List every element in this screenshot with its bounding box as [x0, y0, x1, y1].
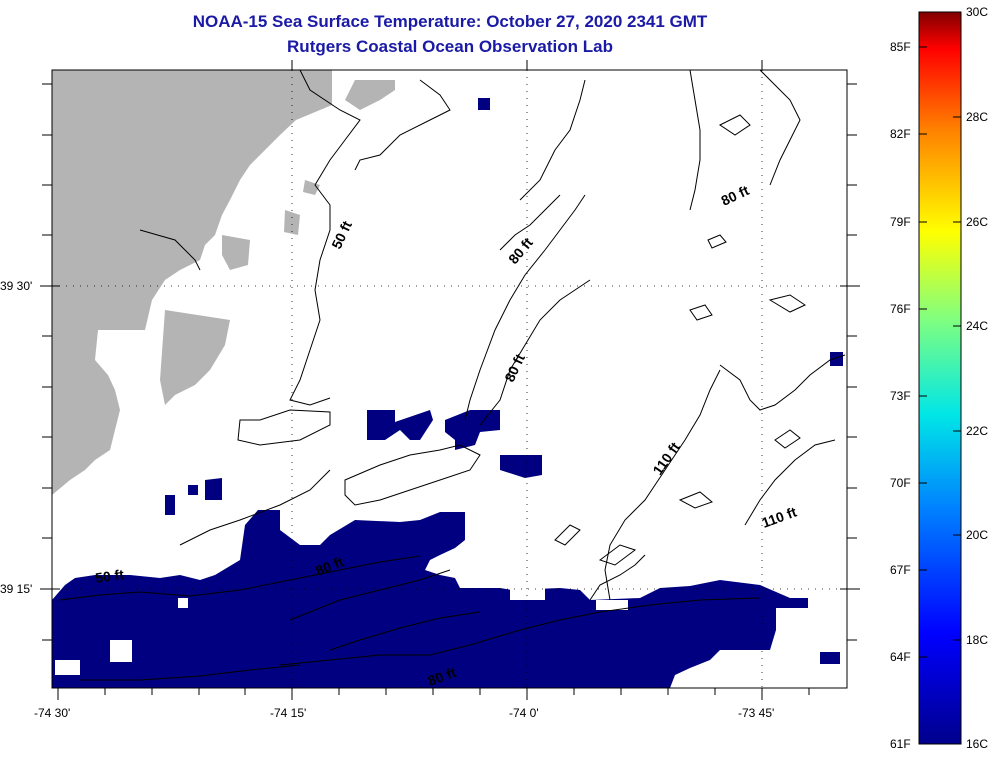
cb-c-16: 16C	[966, 737, 988, 751]
cb-c-26: 26C	[966, 215, 988, 229]
cb-f-79: 79F	[890, 215, 911, 229]
cold-water-region	[52, 510, 808, 688]
land-islands	[160, 80, 395, 405]
cb-c-18: 18C	[966, 633, 988, 647]
cb-c-30: 30C	[966, 5, 988, 19]
cb-c-20: 20C	[966, 528, 988, 542]
colorbar	[918, 11, 962, 745]
cb-f-70: 70F	[890, 476, 911, 490]
lon-label-74-30: -74 30'	[34, 706, 70, 720]
cb-f-73: 73F	[890, 389, 911, 403]
land-mass	[52, 70, 332, 495]
depth-contours	[59, 70, 846, 681]
graticule	[52, 70, 847, 688]
cb-f-76: 76F	[890, 302, 911, 316]
colorbar-c-labels: 30C 28C 26C 24C 22C 20C 18C 16C	[966, 5, 988, 751]
lat-label-39-30: 39 30'	[0, 279, 32, 293]
map-title: NOAA-15 Sea Surface Temperature: October…	[192, 12, 708, 31]
cb-f-82: 82F	[890, 127, 911, 141]
lon-label-73-45: -73 45'	[738, 706, 774, 720]
axis-ticks	[40, 60, 860, 700]
cb-f-64: 64F	[890, 650, 911, 664]
cb-f-61: 61F	[890, 737, 911, 751]
lat-label-39-15: 39 15'	[0, 582, 32, 596]
map-subtitle: Rutgers Coastal Ocean Observation Lab	[287, 37, 613, 56]
colorbar-f-labels: 85F 82F 79F 76F 73F 70F 67F 64F 61F	[890, 40, 911, 751]
cb-f-67: 67F	[890, 563, 911, 577]
lon-label-74-15: -74 15'	[270, 706, 306, 720]
colorbar-ticks	[919, 46, 961, 658]
lon-label-74-0: -74 0'	[509, 706, 539, 720]
cb-c-22: 22C	[966, 424, 988, 438]
map-frame	[51, 69, 848, 689]
cb-c-24: 24C	[966, 319, 988, 333]
cb-f-85: 85F	[890, 40, 911, 54]
contour-label-50ft-south: 50 ft	[94, 566, 125, 586]
cb-c-28: 28C	[966, 110, 988, 124]
